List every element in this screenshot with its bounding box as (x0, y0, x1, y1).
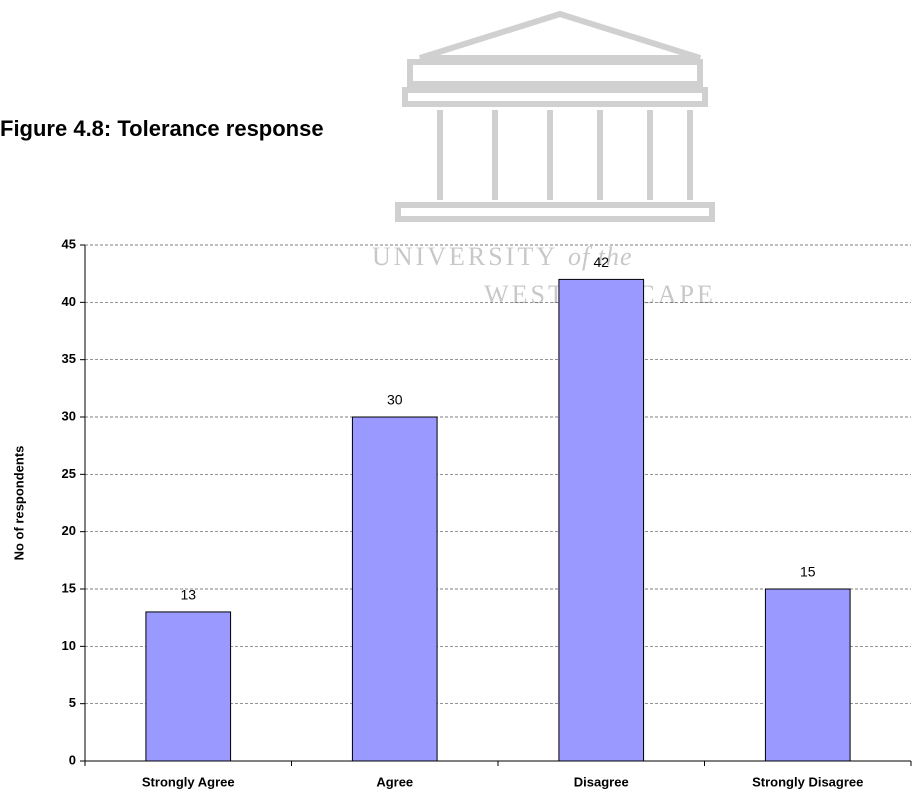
bar (351, 416, 438, 762)
bar (764, 588, 851, 762)
y-tick-label: 5 (69, 695, 76, 710)
x-tick-label: Agree (376, 774, 413, 789)
bar (558, 278, 645, 762)
chart-title: Figure 4.8: Tolerance response (0, 116, 324, 141)
y-tick-label: 15 (62, 580, 76, 595)
data-label: 15 (800, 564, 816, 580)
y-tick-label: 0 (69, 752, 76, 767)
data-label: 13 (180, 587, 196, 603)
watermark-building (395, 10, 715, 222)
watermark-text: UNIVERSITY (372, 242, 558, 271)
y-axis-label: No of respondents (11, 446, 26, 561)
y-tick-label: 25 (62, 466, 76, 481)
x-tick-label: Strongly Agree (142, 774, 235, 789)
x-tick-label: Disagree (574, 774, 629, 789)
y-tick-label: 45 (62, 236, 76, 251)
x-tick-label: Strongly Disagree (752, 774, 863, 789)
y-tick-label: 10 (62, 638, 76, 653)
data-label: 30 (387, 392, 403, 408)
y-tick-label: 35 (62, 351, 76, 366)
watermark-text: of the (568, 242, 633, 271)
y-tick-label: 40 (62, 294, 76, 309)
y-tick-label: 30 (62, 408, 76, 423)
y-tick-label: 20 (62, 523, 76, 538)
bar (145, 611, 232, 762)
data-label: 42 (593, 254, 609, 270)
